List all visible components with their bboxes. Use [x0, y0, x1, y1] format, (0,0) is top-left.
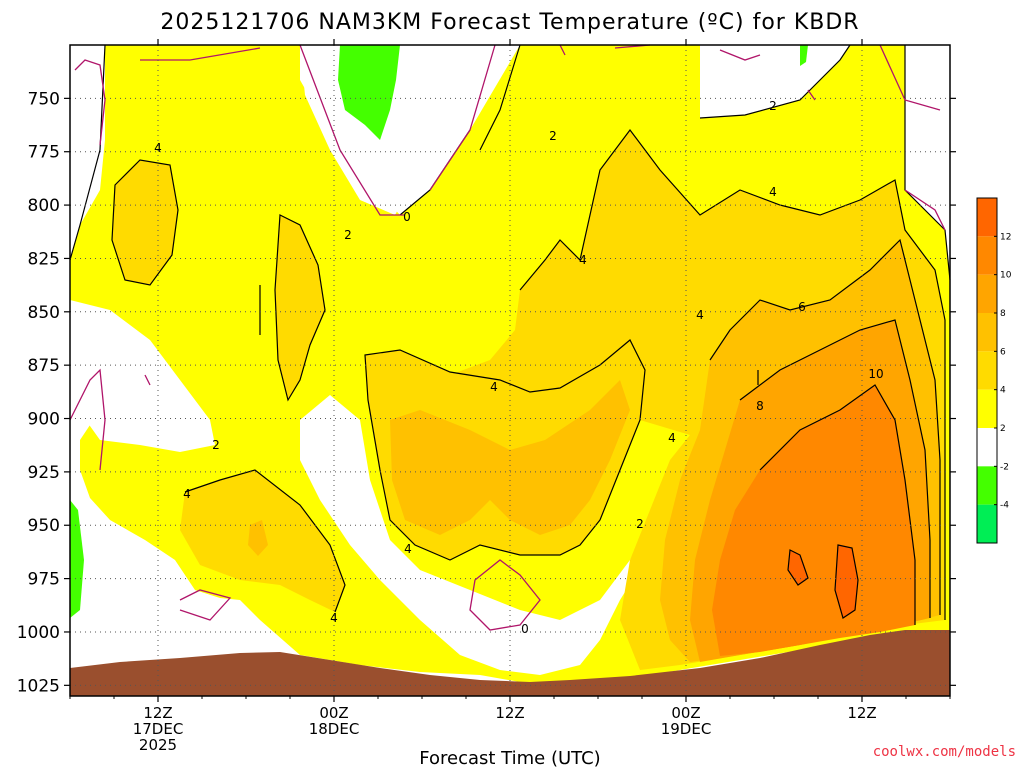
contour-label: 2 [549, 129, 557, 143]
contour-label: 2 [636, 517, 644, 531]
contour-label: 0 [521, 622, 529, 636]
colorbar-label: 12 [1000, 232, 1011, 242]
temp-band-4-col [275, 215, 325, 400]
isotherm-0 [69, 44, 946, 631]
y-tick-label: 950 [28, 516, 60, 536]
y-tick-label: 900 [28, 410, 60, 430]
isotherm-4 [519, 129, 946, 620]
colorbar-frame [976, 197, 998, 544]
isotherm-12 [787, 544, 859, 619]
ground-surface [70, 630, 950, 696]
x-tick-label: 00Z [671, 704, 700, 722]
x-tick-label: 2025 [139, 736, 177, 754]
colorbar-label: 8 [1000, 309, 1006, 319]
contour-label: 2 [344, 228, 352, 242]
contour-label: 2 [769, 99, 777, 113]
x-tick-label: 18DEC [309, 720, 360, 738]
colorbar-swatch [977, 389, 997, 428]
colorbar-label: -2 [1000, 462, 1009, 472]
colorbar-label: 6 [1000, 347, 1006, 357]
colorbar: 12 10 8 6 4 2 -2 -4 [976, 197, 1012, 544]
y-tick-label: 750 [28, 89, 60, 109]
temp-band-cold-left [70, 300, 215, 452]
y-tick-label: 800 [28, 196, 60, 216]
contour-label: 10 [868, 367, 883, 381]
contour-label: 4 [154, 141, 162, 155]
isotherm-8 [739, 319, 931, 618]
y-tick-label: 975 [28, 570, 60, 590]
temp-band-neg2-left [70, 500, 84, 618]
contour-label: 4 [490, 380, 498, 394]
contour-label: 4 [696, 308, 704, 322]
x-tick-label: 00Z [319, 704, 348, 722]
isotherm-4-left [111, 159, 346, 613]
colorbar-swatch [977, 274, 997, 313]
contour-label: 8 [756, 399, 764, 413]
y-tick-label: 775 [28, 143, 60, 163]
plot-area [69, 44, 951, 697]
y-tick-label: 850 [28, 303, 60, 323]
contour-label: 4 [404, 542, 412, 556]
contour-label: 4 [579, 253, 587, 267]
temp-band-4-top-left [112, 160, 178, 285]
colorbar-swatch [977, 313, 997, 352]
colorbar-swatch [977, 351, 997, 390]
temp-band-cold-center [300, 395, 645, 675]
temp-band-12b [788, 550, 808, 585]
colorbar-label: 10 [1000, 271, 1012, 281]
contour-label: 4 [769, 185, 777, 199]
isotherm-misc [259, 285, 759, 385]
x-axis-label: Forecast Time (UTC) [419, 748, 600, 768]
x-tick-label: 17DEC [133, 720, 184, 738]
colorbar-swatch [977, 198, 997, 237]
colorbar-label: 4 [1000, 386, 1006, 396]
contour-label: 6 [798, 300, 806, 314]
chart-title: 2025121706 NAM3KM Forecast Temperature (… [160, 10, 859, 35]
contour-label: 0 [403, 210, 411, 224]
colorbar-swatch [977, 504, 997, 543]
isotherm-10 [759, 384, 916, 625]
colorbar-label: 2 [1000, 424, 1006, 434]
y-tick-label: 925 [28, 463, 60, 483]
contour-label: 4 [668, 431, 676, 445]
colorbar-swatch [977, 428, 997, 467]
y-tick-label: 875 [28, 356, 60, 376]
temp-band-neg2-top [338, 45, 400, 140]
x-tick-label: 12Z [143, 704, 172, 722]
y-tick-label: 1025 [17, 676, 60, 696]
isotherm-4-mid [364, 339, 646, 561]
temp-band-6-small [248, 520, 268, 556]
contour-label: 4 [183, 487, 191, 501]
x-tick-label: 12Z [495, 704, 524, 722]
colorbar-label: -4 [1000, 501, 1009, 511]
temp-band-12a [835, 545, 858, 618]
isotherm-6 [709, 238, 941, 615]
x-tick-label: 12Z [847, 704, 876, 722]
y-tick-label: 1000 [17, 623, 60, 643]
temp-band-6-mid [390, 380, 630, 535]
isotherm-lines [69, 44, 951, 631]
colorbar-swatch [977, 466, 997, 505]
contour-label: 4 [330, 611, 338, 625]
contour-labels: 4 2 2 0 2 4 4 2 4 6 10 8 4 2 4 4 0 4 4 [154, 99, 883, 636]
x-tick-label: 19DEC [661, 720, 712, 738]
colorbar-swatch [977, 236, 997, 275]
y-tick-label: 825 [28, 249, 60, 269]
grid [70, 45, 950, 696]
temp-band-10 [712, 385, 915, 656]
temp-band-neg2-right [800, 45, 808, 66]
credit-text: coolwx.com/models [873, 744, 1016, 760]
contour-label: 2 [212, 438, 220, 452]
